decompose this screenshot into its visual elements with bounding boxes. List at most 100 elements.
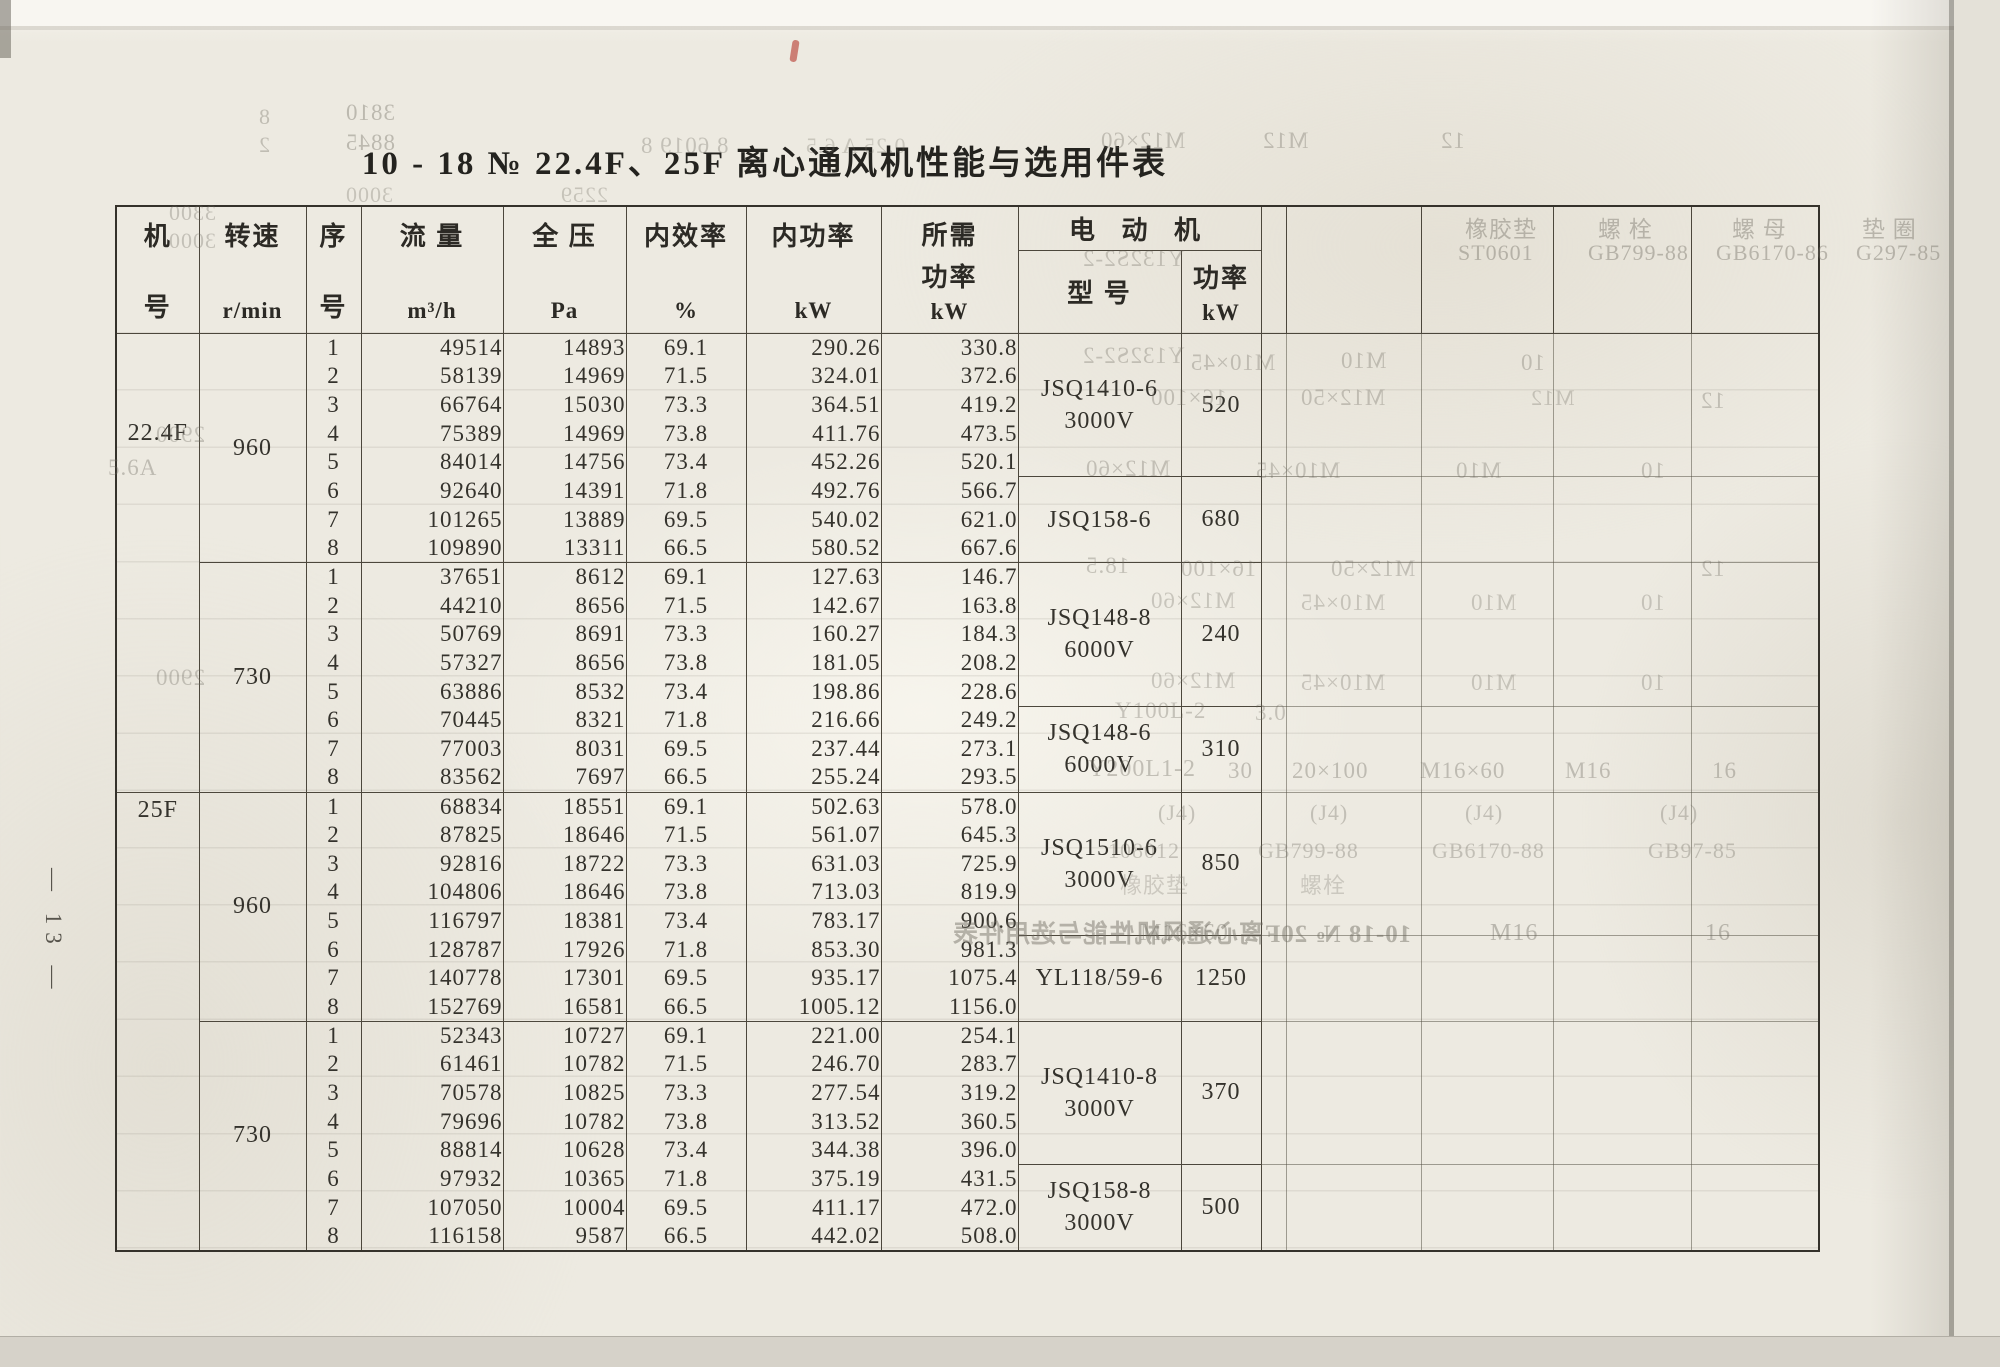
cell-required-power: 360.5 (880, 1107, 1019, 1136)
cell-efficiency: 69.5 (625, 963, 747, 993)
empty-cell (1420, 791, 1554, 936)
table-row: 730 1 37651 8612 69.1 127.63 146.7 JSQ148-8 6000… (116, 562, 1820, 793)
cell-required-power: 508.0 (880, 1221, 1019, 1251)
motor-model: YL118/59-6 (1035, 965, 1164, 992)
table-row: 2 44210 8656 71.5 142.67 163.8 (116, 591, 1819, 621)
bleedthrough-text: 2259 (560, 182, 608, 207)
cell-pressure: 10628 (502, 1135, 627, 1165)
cell-seq: 4 (305, 877, 362, 907)
bleedthrough-text: M10×45 (1300, 670, 1386, 695)
paper-edge-bottom (0, 1336, 2000, 1367)
empty-cell (1690, 1164, 1820, 1251)
motor-voltage: 3000V (1064, 1095, 1135, 1122)
empty-cell (1260, 1020, 1287, 1166)
table-row: 2 61461 10782 71.5 246.70 283.7 (116, 1049, 1819, 1079)
bleedthrough-text: M16 (1565, 758, 1612, 783)
cell-pressure: 8321 (502, 706, 627, 735)
cell-internal-power: 221.00 (745, 1021, 882, 1050)
cell-seq: 8 (305, 992, 362, 1022)
cell-efficiency: 73.3 (625, 849, 747, 878)
bleedthrough-text: M10 (1470, 590, 1517, 615)
bleedthrough-text: Y200L1-2 (1088, 756, 1196, 782)
bleedthrough-text: 3000 (345, 182, 393, 207)
bleedthrough-text: 10 (1640, 670, 1665, 695)
cell-efficiency: 73.3 (625, 390, 747, 420)
bleedthrough-text: M10 (1340, 348, 1387, 373)
cell-flow: 109890 (360, 534, 504, 564)
cell-internal-power: 631.03 (745, 849, 882, 878)
empty-cell (1552, 705, 1692, 793)
paper-shadow-right (1870, 0, 1949, 1367)
bleedthrough-text: M12 (1262, 128, 1309, 153)
cell-required-power: 1075.4 (880, 963, 1019, 993)
cell-efficiency: 66.5 (625, 534, 747, 564)
bleedthrough-text: 橡胶垫 (1465, 217, 1537, 242)
cell-pressure: 14893 (502, 333, 627, 363)
motor-model-cell: JSQ158-8 3000V (1017, 1164, 1182, 1251)
cell-efficiency: 73.8 (625, 1107, 747, 1136)
cell-pressure: 13311 (502, 534, 627, 564)
cell-required-power: 273.1 (880, 734, 1019, 764)
table-row: 2 58139 14969 71.5 324.01 372.6 (116, 362, 1819, 391)
header-motor-power: 功率 kW (1180, 249, 1262, 335)
cell-internal-power: 160.27 (745, 620, 882, 649)
cell-required-power: 473.5 (880, 419, 1019, 449)
cell-pressure: 14969 (502, 362, 627, 391)
cell-seq: 5 (305, 906, 362, 936)
cell-seq: 5 (305, 448, 362, 477)
cell-internal-power: 375.19 (745, 1164, 882, 1194)
cell-pressure: 8612 (502, 562, 627, 592)
cell-pressure: 18551 (502, 792, 627, 821)
bleedthrough-text: M12×60 (1085, 456, 1171, 481)
cell-flow: 68834 (360, 792, 504, 821)
cell-efficiency: 71.8 (625, 1164, 747, 1194)
bleedthrough-text: ST0601 (1458, 240, 1534, 265)
cell-efficiency: 73.4 (625, 677, 747, 707)
cell-internal-power: 502.63 (745, 792, 882, 821)
cell-flow: 66764 (360, 390, 504, 420)
bleedthrough-text: 螺栓 (1300, 873, 1347, 898)
cell-seq: 1 (305, 333, 362, 363)
bleedthrough-text: 10 (1640, 458, 1665, 483)
cell-flow: 58139 (360, 362, 504, 391)
cell-required-power: 293.5 (880, 763, 1019, 793)
cell-seq: 1 (305, 792, 362, 821)
cell-required-power: 981.3 (880, 935, 1019, 964)
speed-cell: 960 (198, 791, 307, 1022)
bleedthrough-text: Y132S2-2 (1082, 343, 1185, 368)
empty-cell (1552, 562, 1692, 707)
empty-cell (1690, 791, 1820, 936)
motor-model: JSQ158-6 (1047, 506, 1152, 533)
cell-pressure: 10825 (502, 1078, 627, 1108)
table-row: 8 83562 7697 66.5 255.24 293.5 (116, 763, 1819, 793)
cell-efficiency: 73.4 (625, 906, 747, 936)
table-header: 机号 转速 r/min 序号 流 量 m³/h 全 压 Pa 内效率% (115, 205, 1820, 335)
motor-model: JSQ158-8 (1047, 1178, 1152, 1205)
bleedthrough-text: 20×100 (1292, 758, 1369, 783)
header-required-power: 所需 功率 kW (880, 205, 1019, 334)
cell-pressure: 10365 (502, 1164, 627, 1194)
cell-flow: 116797 (360, 906, 504, 936)
motor-model-cell: YL118/59-6 (1017, 934, 1182, 1022)
empty-cell (1552, 934, 1692, 1022)
cell-internal-power: 246.70 (745, 1049, 882, 1079)
bleedthrough-text: 3300 (168, 200, 216, 225)
cell-flow: 61461 (360, 1049, 504, 1079)
table-row: 2 87825 18646 71.5 561.07 645.3 (116, 820, 1819, 850)
cell-efficiency: 69.1 (625, 1021, 747, 1050)
bleedthrough-text: M10×45 (1255, 458, 1341, 483)
cell-required-power: 330.8 (880, 333, 1019, 363)
paper-edge-top (0, 0, 2000, 26)
bleedthrough-text: 垫 圈 (1862, 217, 1917, 242)
header-flow: 流 量 m³/h (360, 205, 504, 334)
bleedthrough-text: GB97-85 (1648, 838, 1737, 863)
bleedthrough-text: GB6170-86 (1716, 240, 1829, 265)
cell-pressure: 8656 (502, 648, 627, 678)
cell-efficiency: 71.5 (625, 591, 747, 621)
cell-internal-power: 411.17 (745, 1193, 882, 1222)
cell-efficiency: 71.5 (625, 820, 747, 850)
bleedthrough-text: Y100L-2 (1115, 698, 1207, 723)
cell-pressure: 9587 (502, 1221, 627, 1251)
bleedthrough-text: 12 (1700, 388, 1725, 413)
empty-header-cell (1285, 205, 1422, 334)
